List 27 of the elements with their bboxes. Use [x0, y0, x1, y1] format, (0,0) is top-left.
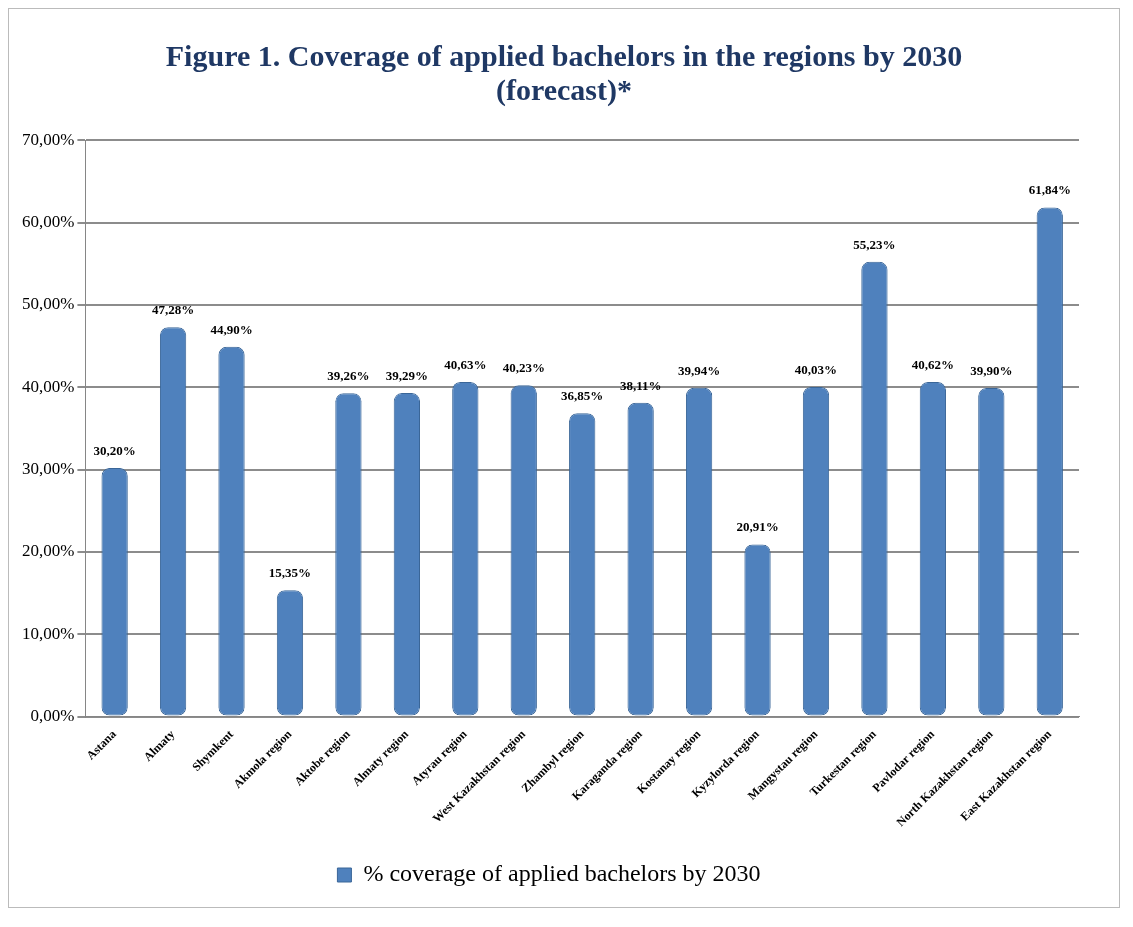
data-label: 55,23%	[853, 236, 896, 252]
data-label: 39,94%	[677, 362, 721, 378]
data-label: 40,62%	[911, 356, 955, 372]
data-label: 40,03%	[794, 361, 838, 377]
data-label: 15,35%	[268, 565, 312, 581]
data-label: 39,90%	[970, 362, 1013, 378]
data-label: 38,11%	[619, 377, 662, 393]
y-tick-label: 20,00%	[21, 541, 75, 561]
y-tick-label: 70,00%	[21, 129, 75, 149]
data-label: 47,28%	[151, 302, 195, 318]
data-label: 40,23%	[502, 360, 545, 376]
data-label: 39,26%	[327, 368, 370, 384]
data-label: 44,90%	[210, 321, 253, 337]
data-label: 40,63%	[444, 356, 487, 372]
y-tick-label: 0,00%	[30, 706, 75, 726]
chart-title: Figure 1. Coverage of applied bachelors in the regions by 2030 (forecast)*	[164, 38, 964, 108]
legend-label: % coverage of applied bachelors by 2030	[363, 860, 761, 887]
y-tick-label: 10,00%	[21, 623, 75, 643]
data-label: 30,20%	[93, 442, 136, 458]
y-tick-label: 40,00%	[21, 376, 75, 396]
data-label: 20,91%	[736, 519, 779, 535]
data-label: 61,84%	[1028, 182, 1071, 198]
data-label: 39,29%	[385, 367, 428, 383]
y-tick-label: 50,00%	[21, 294, 75, 314]
data-label: 36,85%	[561, 388, 604, 404]
y-tick-label: 60,00%	[21, 212, 75, 232]
y-tick-label: 30,00%	[21, 459, 75, 479]
